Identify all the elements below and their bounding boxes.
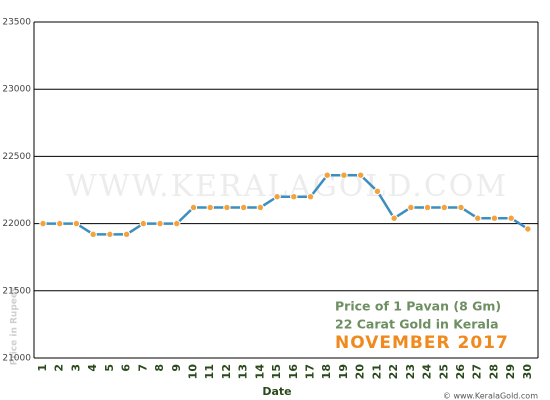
data-point [223, 203, 231, 212]
x-tick-label: 26 [454, 364, 467, 380]
data-point [72, 219, 81, 228]
data-point [106, 230, 114, 239]
watermark: WWW.KERALAGOLD.COM [66, 169, 508, 204]
data-point [156, 219, 164, 228]
x-axis-label: Date [262, 385, 291, 398]
data-point [290, 193, 298, 201]
x-tick-label: 13 [237, 364, 250, 379]
data-point [390, 214, 398, 222]
data-point [306, 193, 315, 201]
x-tick-label: 19 [337, 364, 350, 379]
x-tick-label: 23 [404, 364, 417, 379]
x-tick-label: 8 [153, 364, 166, 372]
y-tick-label: 21000 [2, 354, 31, 364]
data-point [56, 219, 64, 228]
data-point [323, 171, 331, 179]
x-tick-label: 9 [170, 364, 183, 372]
data-point [173, 219, 181, 228]
x-tick-label: 24 [421, 364, 434, 380]
x-tick-label: 2 [53, 364, 66, 372]
x-tick-label: 18 [320, 364, 333, 379]
data-point [524, 225, 532, 233]
data-point [356, 171, 365, 179]
y-tick-label: 21500 [2, 286, 31, 296]
data-point [89, 230, 97, 239]
data-point [423, 203, 432, 212]
y-axis-label: Price in Rupees [10, 287, 20, 366]
data-point [507, 214, 515, 222]
x-tick-label: 28 [487, 364, 500, 379]
data-point [256, 203, 265, 212]
y-tick-label: 23500 [2, 18, 31, 28]
credit: © www.KeralaGold.com [443, 392, 538, 400]
x-tick-label: 20 [354, 364, 367, 380]
data-point [39, 219, 47, 228]
x-tick-label: 6 [120, 364, 133, 372]
data-point [457, 203, 465, 212]
data-point [340, 171, 348, 179]
data-point [440, 203, 448, 212]
data-point [474, 214, 482, 222]
data-point [407, 203, 415, 212]
x-tick-label: 14 [253, 364, 266, 380]
data-point [206, 203, 214, 212]
x-tick-label: 12 [220, 364, 233, 379]
data-point [373, 187, 382, 196]
x-tick-label: 29 [504, 364, 517, 379]
x-tick-label: 22 [387, 364, 400, 379]
title-line: NOVEMBER 2017 [335, 333, 509, 353]
x-tick-label: 27 [471, 364, 484, 379]
x-tick-label: 30 [521, 364, 534, 380]
y-tick-label: 23000 [2, 85, 31, 95]
x-tick-label: 15 [270, 364, 283, 379]
y-tick-label: 22000 [2, 219, 31, 229]
data-point [139, 219, 148, 228]
title-line: 22 Carat Gold in Kerala [335, 317, 499, 332]
x-tick-label: 5 [103, 364, 116, 372]
data-point [273, 193, 281, 201]
data-point [189, 203, 198, 212]
x-tick-label: 16 [287, 364, 300, 380]
x-tick-label: 21 [370, 364, 383, 379]
data-point [239, 203, 248, 212]
x-tick-label: 7 [136, 364, 149, 372]
x-tick-label: 17 [304, 364, 317, 379]
title-line: Price of 1 Pavan (8 Gm) [335, 299, 501, 314]
x-tick-label: 1 [36, 364, 49, 372]
x-tick-label: 4 [86, 364, 99, 372]
x-tick-label: 3 [69, 364, 82, 372]
y-tick-label: 22500 [2, 152, 31, 162]
x-tick-label: 25 [437, 364, 450, 379]
data-point [490, 214, 499, 222]
x-tick-label: 11 [203, 364, 216, 379]
data-point [122, 230, 131, 239]
x-tick-label: 10 [186, 364, 199, 380]
